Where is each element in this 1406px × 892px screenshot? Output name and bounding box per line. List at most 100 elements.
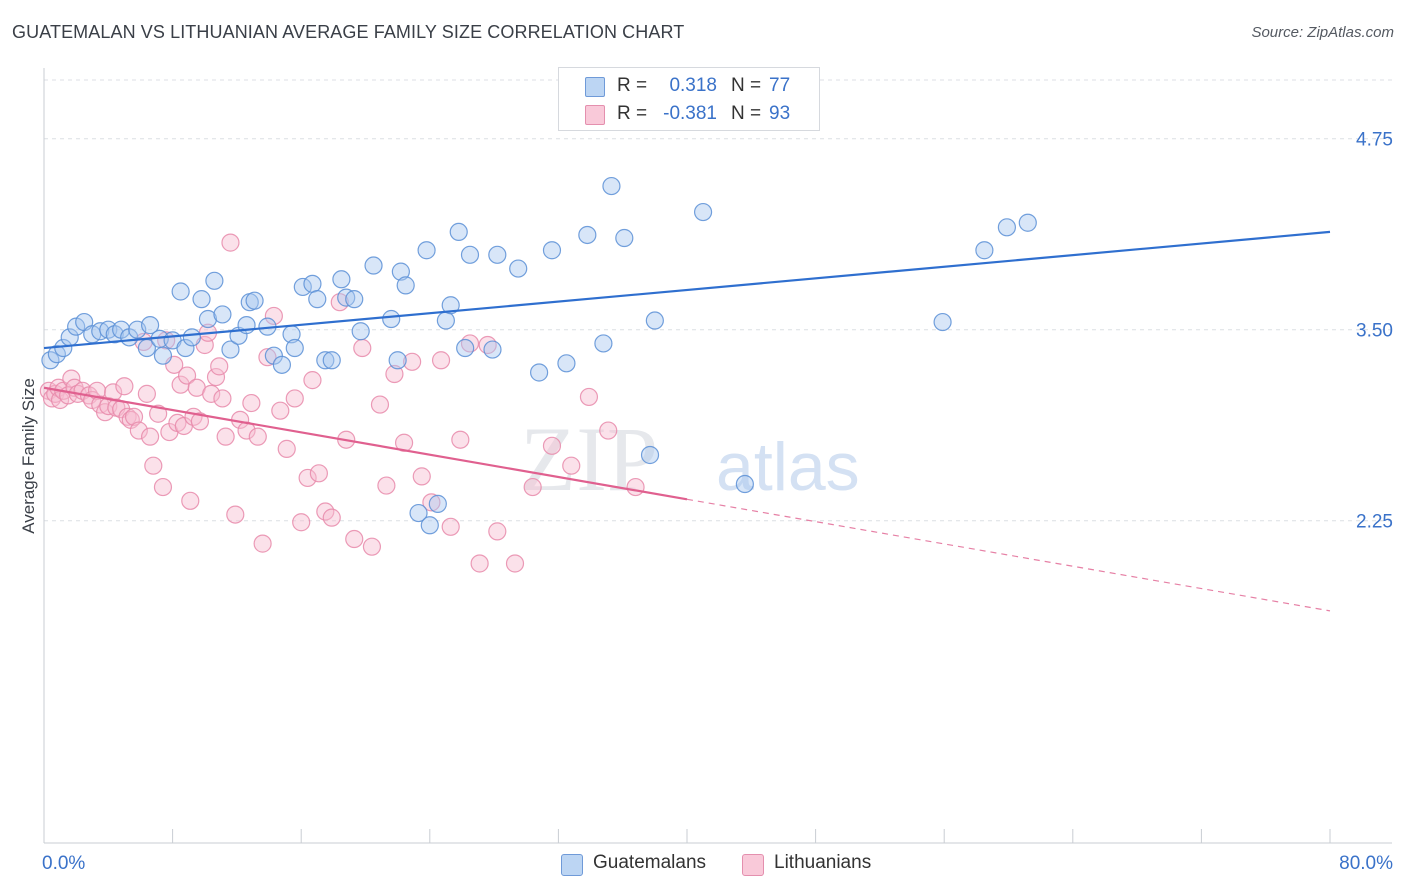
lithuanian-point <box>210 357 229 376</box>
lithuanian-point <box>523 477 542 497</box>
guatemalan-point <box>364 256 383 275</box>
source-label: Source: ZipAtlas.com <box>1251 24 1394 41</box>
lithuanian-point <box>153 477 173 497</box>
guatemalan-point <box>316 351 335 370</box>
legend-n-value: 77 <box>769 75 791 96</box>
guatemalan-point <box>693 202 713 222</box>
guatemalan-point <box>645 311 664 330</box>
legend-label-guatemalans: Guatemalans <box>593 852 707 873</box>
lithuanian-point <box>370 395 390 414</box>
lithuanian-point <box>149 404 168 423</box>
lithuanian-point <box>144 456 163 475</box>
guatemalan-point <box>322 351 341 370</box>
guatemalan-trend-line <box>43 230 1331 350</box>
lithuanian-point <box>258 348 277 367</box>
guatemalan-point <box>245 291 264 310</box>
guatemalan-point <box>594 334 613 353</box>
guatemalan-point <box>198 309 218 329</box>
lithuanian-point <box>451 430 470 449</box>
legend-swatch-blue <box>585 77 605 97</box>
lithuanian-point <box>353 338 372 358</box>
guatemalan-point <box>213 305 232 324</box>
lithuanian-point <box>562 456 581 475</box>
lithuanian-point <box>264 306 283 326</box>
axes <box>43 68 1392 844</box>
guatemalan-point <box>396 276 415 295</box>
lithuanian-point <box>271 401 290 420</box>
guatemalan-point <box>205 271 224 290</box>
guatemalan-point <box>332 270 351 289</box>
guatemalan-point <box>140 316 160 335</box>
guatemalan-point <box>409 503 428 523</box>
guatemalan-point <box>428 494 447 513</box>
legend-row-guatemalans: R = 0.318 N = 77 <box>559 72 819 100</box>
watermark: ZIP atlas <box>520 408 860 510</box>
trend-lines <box>43 230 1331 612</box>
legend-n-label: N = <box>731 103 762 124</box>
lithuanian-point <box>431 351 451 370</box>
lithuanian-point <box>385 364 404 384</box>
guatemalan-point <box>303 274 322 293</box>
guatemalan-point <box>975 241 994 260</box>
lithuanian-point <box>579 387 599 407</box>
lithuanian-point <box>124 407 144 426</box>
lithuanian-point <box>309 464 328 483</box>
y-axis-label: Average Family Size <box>19 378 38 534</box>
legend-r-label: R = <box>617 103 648 124</box>
legend-r-value: 0.318 <box>669 75 717 96</box>
guatemalan-point <box>557 354 576 373</box>
lithuanian-point <box>213 389 232 408</box>
guatemalan-point <box>509 259 528 278</box>
guatemalan-point <box>176 338 195 358</box>
guatemalan-point <box>153 346 173 365</box>
lithuanian-point <box>441 517 460 536</box>
lithuanian-point <box>206 367 226 387</box>
guatemalan-point <box>285 338 304 358</box>
guatemalan-point <box>182 328 201 347</box>
legend-row-lithuanians: R = -0.381 N = 93 <box>559 100 819 128</box>
guatemalan-point <box>460 245 480 264</box>
legend-n-label: N = <box>731 75 762 96</box>
legend-swatch-blue <box>561 854 583 876</box>
watermark-zip: ZIP <box>520 408 658 510</box>
correlation-legend: R = 0.318 N = 77 R = -0.381 N = 93 <box>558 67 820 131</box>
guatemalan-point <box>382 309 401 329</box>
lithuanian-point <box>118 407 137 426</box>
y-tick-label: 3.50 <box>1356 321 1393 342</box>
x-tick-label-min: 0.0% <box>42 853 85 874</box>
legend-label-lithuanians: Lithuanians <box>774 852 872 873</box>
guatemalan-point <box>449 222 468 242</box>
guatemalan-point <box>456 338 475 358</box>
guatemalan-point <box>997 218 1016 237</box>
guatemalan-point <box>483 340 502 359</box>
lithuanian-point <box>202 384 221 403</box>
lithuanian-point <box>248 427 267 446</box>
watermark-atlas: atlas <box>716 429 860 505</box>
lithuanian-point <box>403 352 422 371</box>
lithuanian-point <box>115 377 134 396</box>
lithuanian-point <box>137 384 156 403</box>
lithuanian-point <box>345 529 364 549</box>
guatemalan-point <box>221 340 240 359</box>
guatemalan-point <box>1018 213 1037 232</box>
legend-swatch-pink <box>742 854 764 876</box>
lithuanian-point <box>242 393 261 413</box>
lithuanian-point <box>190 412 210 431</box>
y-tick-label: 2.25 <box>1356 512 1393 533</box>
lithuanian-point <box>303 371 322 390</box>
guatemalan-point <box>345 290 364 309</box>
grid-lines <box>44 79 1392 522</box>
lithuanian-point <box>470 554 489 573</box>
lithuanian-point <box>226 505 245 524</box>
guatemalan-point <box>308 290 327 309</box>
lithuanian-point <box>277 439 296 458</box>
series-legend: Guatemalans Lithuanians <box>0 851 1406 877</box>
guatemalan-point <box>578 225 597 245</box>
lithuanian-point <box>412 467 431 486</box>
lithuanian-point <box>181 491 200 510</box>
lithuanian-point <box>599 421 618 440</box>
x-tick-label-max: 80.0% <box>1339 853 1393 874</box>
guatemalan-point <box>351 322 370 341</box>
guatemalan-point <box>391 262 410 281</box>
